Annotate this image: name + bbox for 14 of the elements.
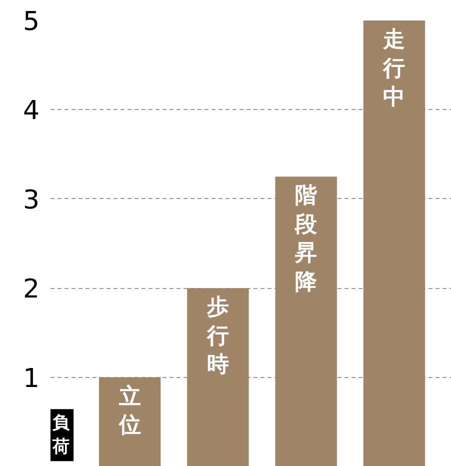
x-tick-label: 歩行時	[206, 295, 229, 378]
x-tick-label: 走行中	[382, 28, 406, 110]
y-tick-label: 4	[22, 96, 40, 126]
x-tick-label: 立位	[118, 383, 141, 438]
y-axis-title: 負荷	[52, 413, 71, 458]
y-tick-label: 1	[22, 364, 40, 394]
bar	[363, 20, 426, 466]
bar	[275, 176, 337, 466]
bar	[98, 377, 161, 466]
y-tick-label: 2	[22, 274, 40, 305]
y-tick-label: 3	[22, 185, 40, 216]
bar	[187, 288, 249, 466]
x-tick-label: 階段昇降	[294, 184, 318, 295]
y-tick-label: 5	[22, 7, 40, 37]
